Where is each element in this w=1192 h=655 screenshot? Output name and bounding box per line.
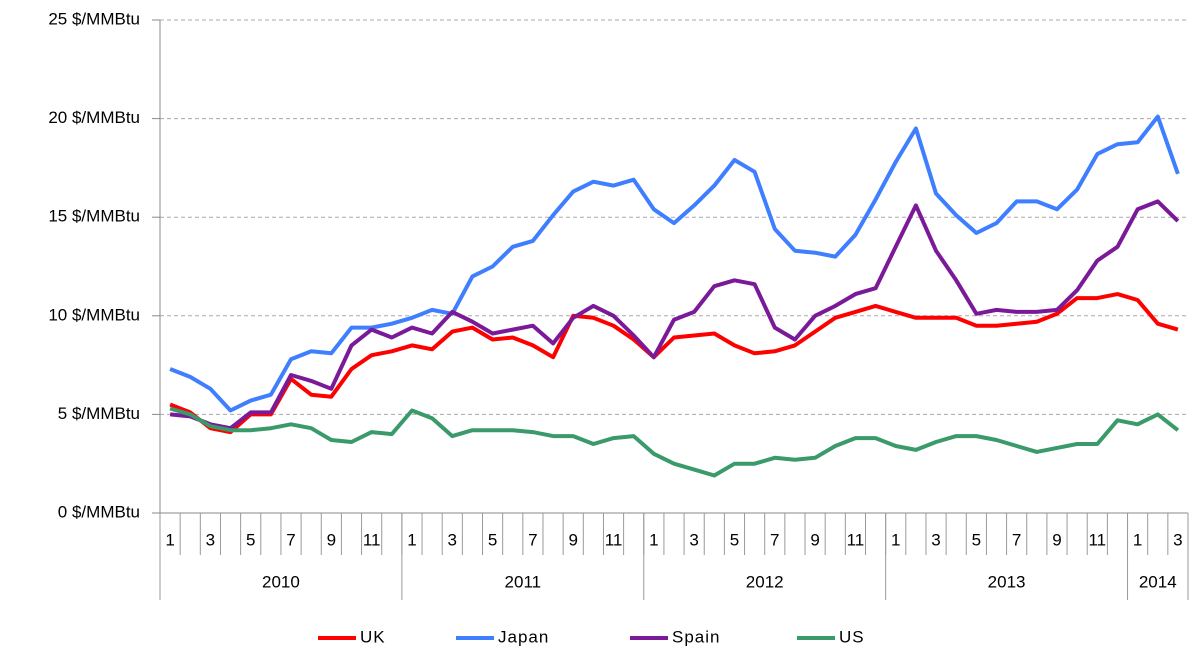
- group-label: 2011: [505, 572, 542, 591]
- y-tick-label: 15 $/MMBtu: [48, 207, 140, 226]
- y-tick-label: 0 $/MMBtu: [58, 502, 140, 521]
- legend-label: UK: [360, 627, 386, 646]
- x-tick-label: 9: [327, 530, 336, 549]
- legend-label: Spain: [672, 627, 720, 646]
- x-tick-label: 1: [165, 530, 174, 549]
- series-line: [169, 199, 1180, 431]
- x-tick-label: 1: [1133, 530, 1142, 549]
- series-line: [169, 292, 1179, 435]
- x-tick-label: 7: [528, 530, 537, 549]
- x-tick-label: 9: [1052, 530, 1061, 549]
- y-tick-label: 5 $/MMBtu: [58, 404, 140, 423]
- x-tick-label: 11: [363, 530, 381, 549]
- legend-label: Japan: [498, 627, 549, 646]
- y-tick-label: 10 $/MMBtu: [48, 305, 140, 324]
- series-line: [169, 114, 1180, 413]
- x-tick-label: 5: [488, 530, 497, 549]
- x-tick-label: 7: [1012, 530, 1021, 549]
- x-tick-label: 11: [1088, 530, 1106, 549]
- x-tick-label: 1: [407, 530, 416, 549]
- x-tick-label: 9: [810, 530, 819, 549]
- x-tick-label: 1: [891, 530, 900, 549]
- group-label: 2010: [262, 572, 300, 591]
- x-tick-label: 5: [972, 530, 981, 549]
- x-tick-label: 3: [448, 530, 457, 549]
- x-tick-label: 11: [847, 530, 865, 549]
- x-tick-label: 11: [605, 530, 623, 549]
- x-tick-label: 3: [206, 530, 215, 549]
- x-tick-label: 1: [649, 530, 658, 549]
- x-tick-label: 3: [931, 530, 940, 549]
- x-tick-label: 7: [286, 530, 295, 549]
- y-tick-label: 20 $/MMBtu: [48, 108, 140, 127]
- group-label: 2014: [1139, 572, 1177, 591]
- group-label: 2012: [746, 572, 784, 591]
- x-tick-label: 5: [730, 530, 739, 549]
- series-line: [169, 406, 1180, 478]
- legend-label: US: [839, 627, 865, 646]
- x-tick-label: 5: [246, 530, 255, 549]
- group-label: 2013: [988, 572, 1026, 591]
- x-tick-label: 3: [689, 530, 698, 549]
- x-tick-label: 3: [1173, 530, 1182, 549]
- y-tick-label: 25 $/MMBtu: [48, 9, 140, 28]
- x-tick-label: 7: [770, 530, 779, 549]
- x-tick-label: 9: [568, 530, 577, 549]
